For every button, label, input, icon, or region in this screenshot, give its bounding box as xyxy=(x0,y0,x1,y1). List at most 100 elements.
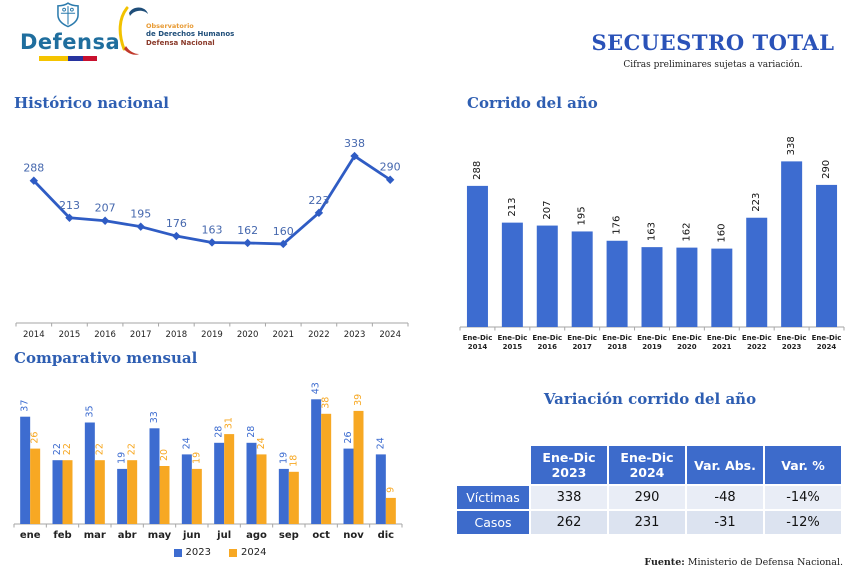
legend-item-2024: 2024 xyxy=(229,547,266,558)
colombia-flag-bar xyxy=(39,56,97,61)
svg-text:ene: ene xyxy=(20,530,41,541)
observatorio-line2: de Derechos Humanos xyxy=(146,30,235,39)
svg-text:2020: 2020 xyxy=(237,330,259,340)
victimas-var-abs: -48 xyxy=(687,486,763,509)
casos-var-pct: -12% xyxy=(765,511,841,534)
svg-text:2023: 2023 xyxy=(344,330,366,340)
svg-text:24: 24 xyxy=(256,437,267,449)
svg-text:feb: feb xyxy=(53,530,71,541)
svg-text:jun: jun xyxy=(182,530,201,541)
legend-label-2023: 2023 xyxy=(185,547,211,558)
row-label-victimas: Víctimas xyxy=(457,486,529,509)
svg-text:290: 290 xyxy=(380,161,401,174)
svg-text:2015: 2015 xyxy=(59,330,81,340)
observatorio-swoosh-icon xyxy=(112,3,152,61)
svg-text:195: 195 xyxy=(130,208,151,221)
svg-text:28: 28 xyxy=(246,426,257,438)
legend-label-2024: 2024 xyxy=(241,547,267,558)
svg-text:223: 223 xyxy=(308,194,329,207)
svg-text:2022: 2022 xyxy=(308,330,330,340)
svg-text:dic: dic xyxy=(378,530,395,541)
svg-text:19: 19 xyxy=(278,452,289,464)
table-corner-cell xyxy=(457,446,529,484)
col-header-ene-dic-2024: Ene-Dic 2024 xyxy=(609,446,685,484)
svg-text:abr: abr xyxy=(118,530,137,541)
page-title: SECUESTRO TOTAL xyxy=(591,30,835,55)
svg-text:2024: 2024 xyxy=(379,330,401,340)
defensa-logo: Defensa xyxy=(20,2,121,61)
svg-text:43: 43 xyxy=(311,382,322,394)
svg-text:sep: sep xyxy=(279,530,299,541)
svg-text:mar: mar xyxy=(84,530,106,541)
svg-text:195: 195 xyxy=(577,206,588,225)
legend-swatch-2023 xyxy=(173,548,182,557)
svg-text:338: 338 xyxy=(344,137,365,150)
source-note: Fuente: Ministerio de Defensa Nacional. xyxy=(644,557,843,568)
svg-text:22: 22 xyxy=(52,443,63,455)
victimas-2024: 290 xyxy=(609,486,685,509)
observatorio-line3: Defensa Nacional xyxy=(146,38,215,47)
victimas-2023: 338 xyxy=(531,486,607,509)
svg-text:2021: 2021 xyxy=(272,330,294,340)
mensual-heading: Comparativo mensual xyxy=(14,349,198,367)
svg-text:338: 338 xyxy=(786,136,797,155)
table-row-victimas: Víctimas 338 290 -48 -14% xyxy=(457,486,841,509)
svg-text:38: 38 xyxy=(321,397,332,409)
svg-text:176: 176 xyxy=(166,217,187,230)
svg-text:24: 24 xyxy=(181,437,192,449)
svg-text:18: 18 xyxy=(288,455,299,467)
svg-text:2014: 2014 xyxy=(23,330,45,340)
victimas-var-pct: -14% xyxy=(765,486,841,509)
svg-text:288: 288 xyxy=(472,161,483,180)
col-header-ene-dic-2023: Ene-Dic 2023 xyxy=(531,446,607,484)
svg-text:176: 176 xyxy=(612,216,623,235)
variation-table-header-row: Ene-Dic 2023 Ene-Dic 2024 Var. Abs. Var.… xyxy=(457,446,841,484)
svg-text:163: 163 xyxy=(647,222,658,241)
svg-text:24: 24 xyxy=(375,437,386,449)
casos-2023: 262 xyxy=(531,511,607,534)
page-subtitle: Cifras preliminares sujetas a variación. xyxy=(623,60,803,70)
variation-table-title: Variación corrido del año xyxy=(543,390,757,408)
defensa-wordmark: Defensa xyxy=(20,30,121,54)
svg-text:223: 223 xyxy=(751,193,762,212)
svg-text:9: 9 xyxy=(385,487,396,493)
svg-text:290: 290 xyxy=(821,160,832,179)
observatorio-line1: Observatorio xyxy=(146,22,194,30)
svg-text:may: may xyxy=(148,530,172,541)
svg-text:nov: nov xyxy=(343,530,364,541)
source-text: Ministerio de Defensa Nacional. xyxy=(684,557,843,568)
svg-text:37: 37 xyxy=(20,400,31,412)
svg-text:207: 207 xyxy=(542,200,553,219)
report-header: SECUESTRO TOTAL Cifras preliminares suje… xyxy=(585,30,841,70)
svg-text:26: 26 xyxy=(343,432,354,444)
legend-swatch-2024 xyxy=(229,548,237,557)
svg-text:160: 160 xyxy=(273,225,294,238)
row-label-casos: Casos xyxy=(457,511,529,534)
svg-text:jul: jul xyxy=(216,530,231,541)
svg-text:26: 26 xyxy=(30,432,41,444)
observatorio-logo: Observatorio de Derechos Humanos Defensa… xyxy=(112,3,234,61)
historico-heading: Histórico nacional xyxy=(14,94,169,112)
svg-text:2017: 2017 xyxy=(130,330,152,340)
svg-text:28: 28 xyxy=(214,426,225,438)
defensa-shield-icon xyxy=(53,2,83,32)
variation-table: Ene-Dic 2023 Ene-Dic 2024 Var. Abs. Var.… xyxy=(455,444,843,536)
svg-text:160: 160 xyxy=(716,224,727,243)
table-row-casos: Casos 262 231 -31 -12% xyxy=(457,511,841,534)
legend-item-2023: 2023 xyxy=(173,547,211,558)
observatorio-text: Observatorio de Derechos Humanos Defensa… xyxy=(146,22,235,47)
svg-text:213: 213 xyxy=(59,199,80,212)
svg-text:2018: 2018 xyxy=(166,330,188,340)
svg-text:35: 35 xyxy=(84,405,95,417)
svg-text:288: 288 xyxy=(23,162,44,175)
